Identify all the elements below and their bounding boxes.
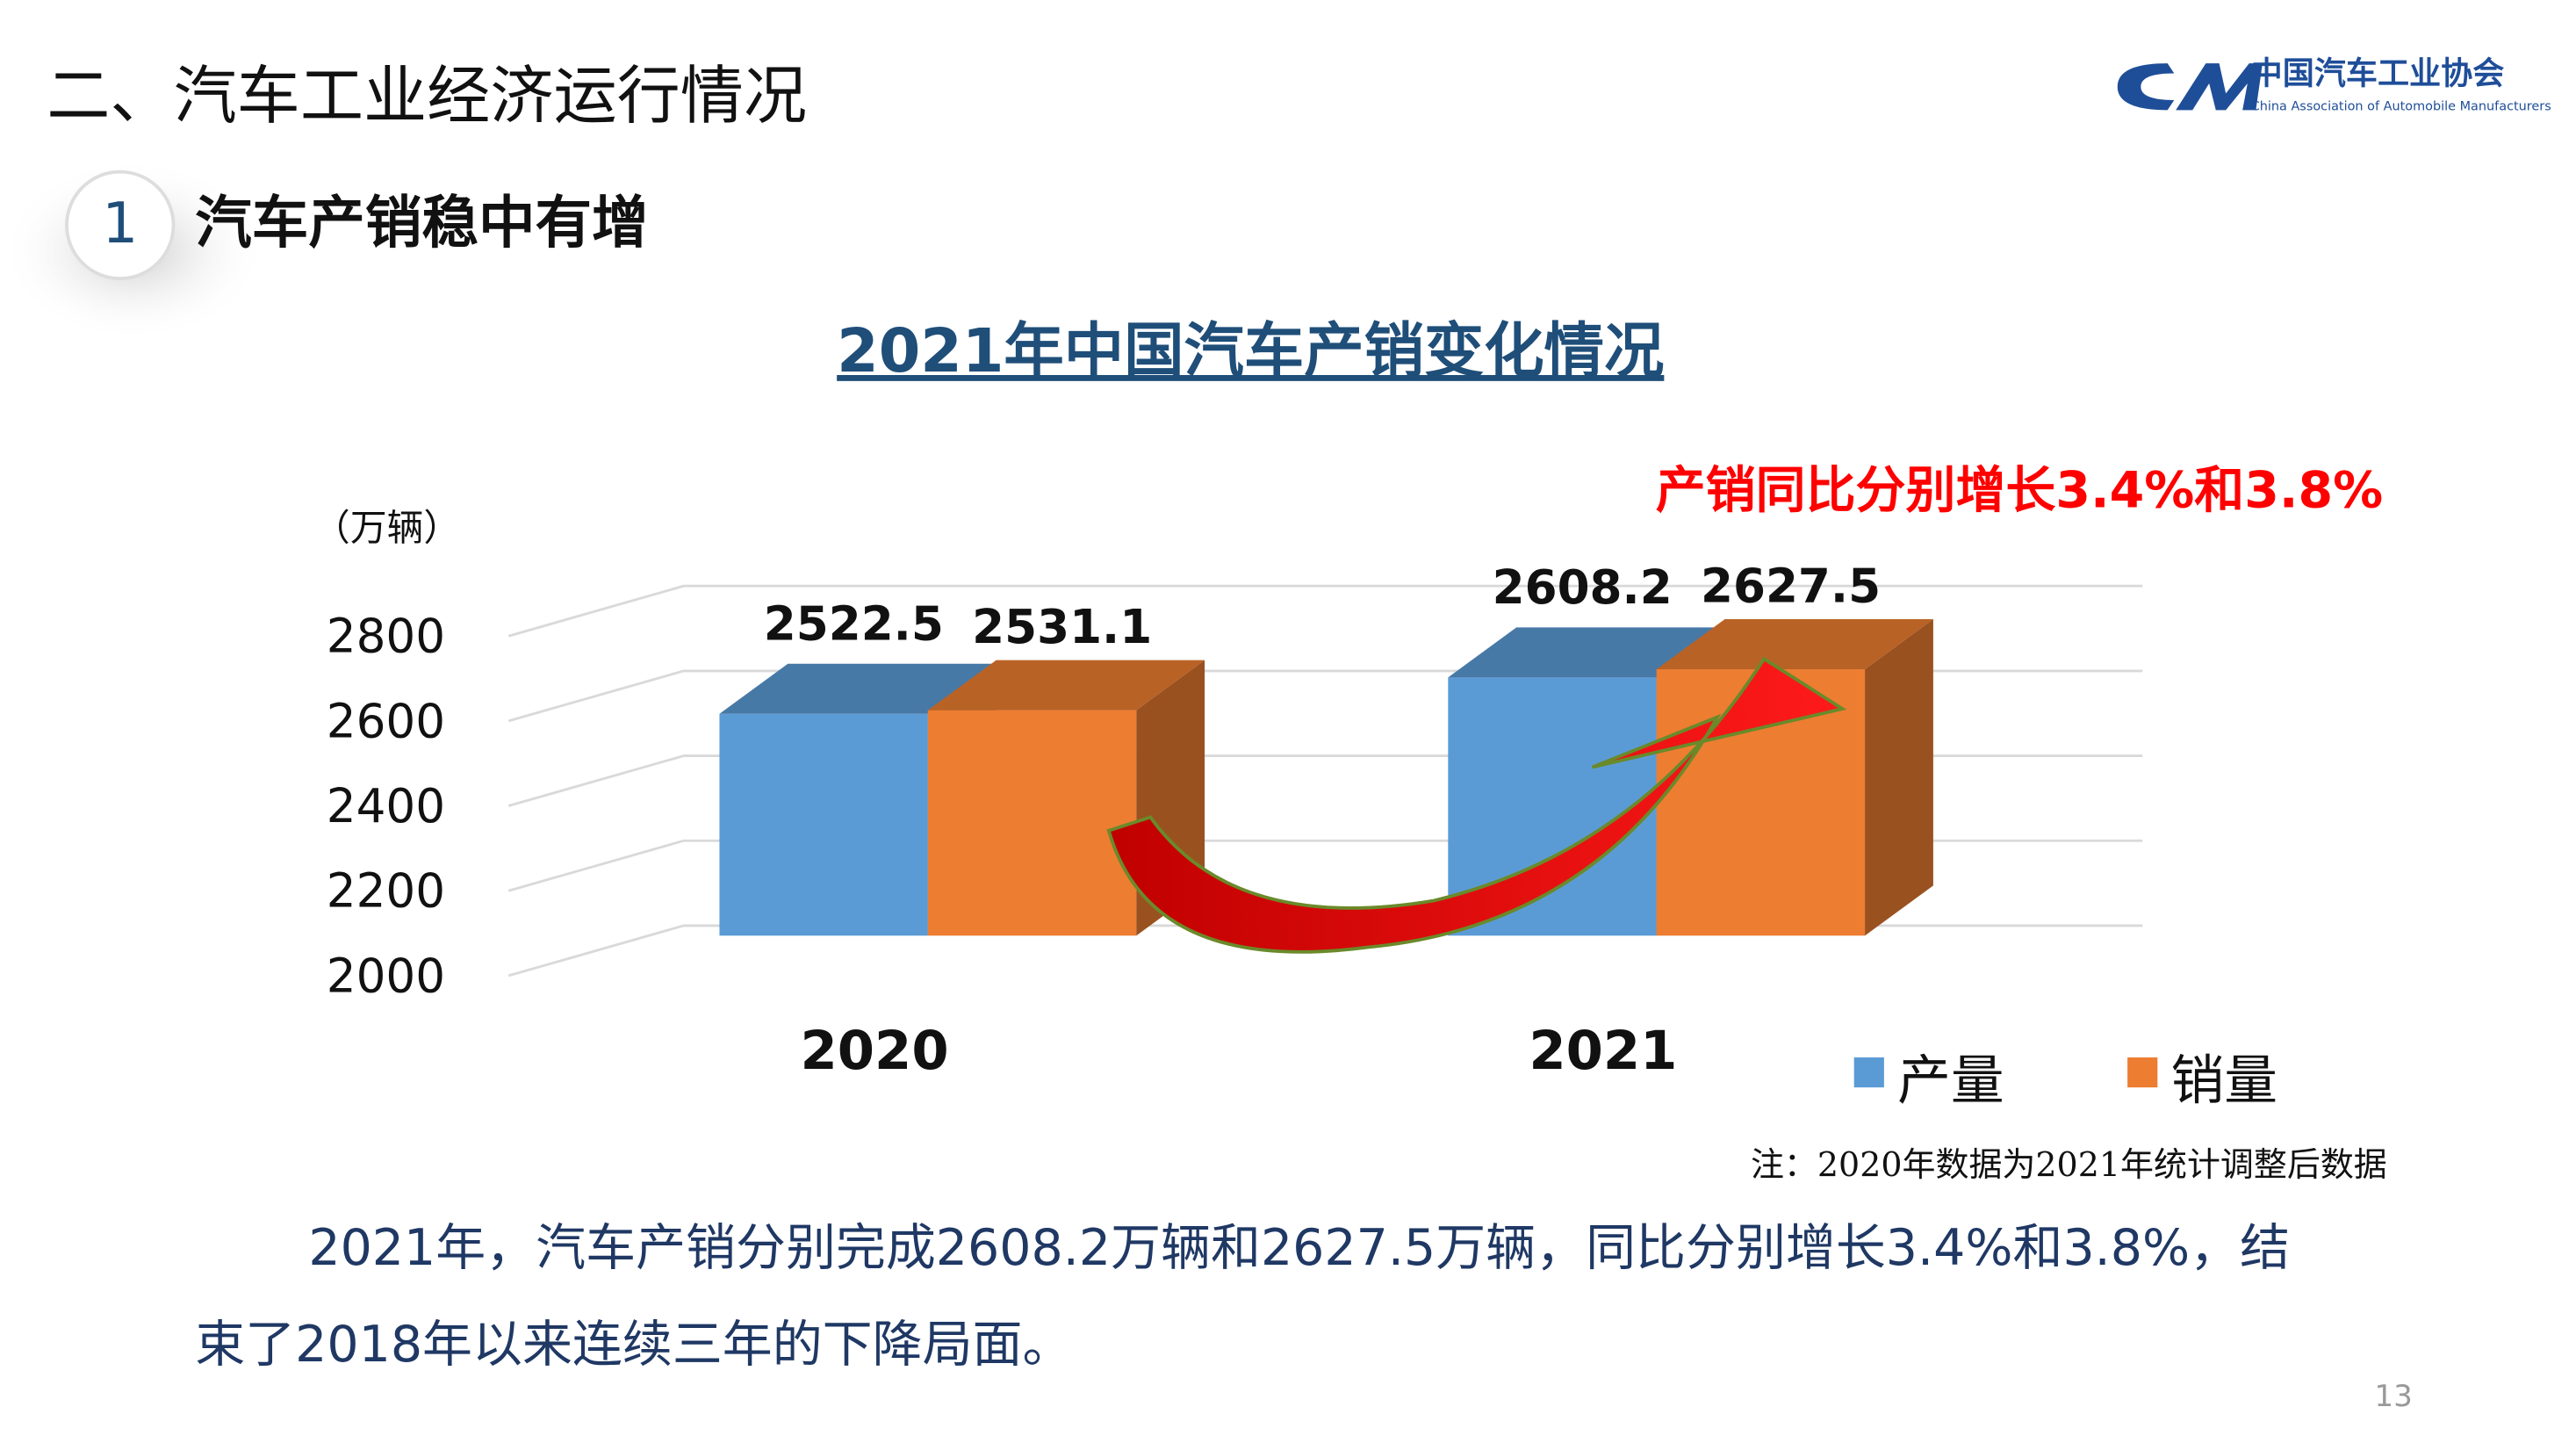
- chart-title: 2021年中国汽车产销变化情况: [837, 317, 1664, 386]
- y-tick-label: 2800: [327, 610, 445, 664]
- bar-top: [927, 660, 1205, 711]
- legend-label: 产量: [1897, 1050, 2004, 1112]
- plot: 2000 2200 2400 2600 2800 2522.5 2531.1 2020 2608…: [327, 559, 2277, 1111]
- body-text: 2021年，汽车产销分别完成2608.2万辆和2627.5万辆，同比分别增长3.…: [308, 1219, 2290, 1277]
- legend-label: 销量: [2171, 1050, 2278, 1112]
- trend-arrow: [1106, 656, 1847, 954]
- x-tick-label: 2020: [801, 1021, 949, 1082]
- body-text: 束了2018年以来连续三年的下降局面。: [195, 1316, 1072, 1374]
- data-label: 2531.1: [972, 600, 1152, 654]
- y-tick-label: 2600: [327, 694, 445, 748]
- bar-top: [1656, 619, 1933, 670]
- grid-line: [507, 584, 2143, 638]
- logo-name: 中国汽车工业协会: [2251, 54, 2505, 91]
- y-tick-label: 2000: [327, 949, 445, 1003]
- y-axis-label: （万辆）: [313, 506, 460, 549]
- bar: [719, 713, 928, 936]
- legend-swatch: [1853, 1057, 1884, 1088]
- y-tick-label: 2200: [327, 864, 445, 919]
- logo-subtitle: China Association of Automobile Manufact…: [2251, 100, 2551, 114]
- legend-swatch: [2127, 1057, 2158, 1088]
- data-label: 2522.5: [764, 597, 944, 652]
- x-tick-label: 2021: [1529, 1021, 1677, 1082]
- bar: [927, 710, 1137, 936]
- bar-top: [1448, 627, 1725, 678]
- page-number: 13: [2374, 1379, 2412, 1414]
- y-tick-label: 2400: [327, 779, 445, 833]
- note: 注：2020年数据为2021年统计调整后数据: [1751, 1145, 2387, 1184]
- badge: [65, 170, 176, 281]
- section-number: 1: [102, 191, 138, 256]
- data-label: 2608.2: [1493, 560, 1673, 615]
- logo: 中国汽车工业协会 China Association of Automobile…: [2117, 54, 2551, 114]
- slide-title: 二、汽车工业经济运行情况: [47, 60, 807, 133]
- bar-top: [719, 663, 997, 714]
- data-label: 2627.5: [1701, 559, 1881, 613]
- bar-side: [1865, 619, 1933, 936]
- section-title: 汽车产销稳中有增: [195, 191, 648, 256]
- annotation: 产销同比分别增长3.4%和3.8%: [1656, 462, 2384, 520]
